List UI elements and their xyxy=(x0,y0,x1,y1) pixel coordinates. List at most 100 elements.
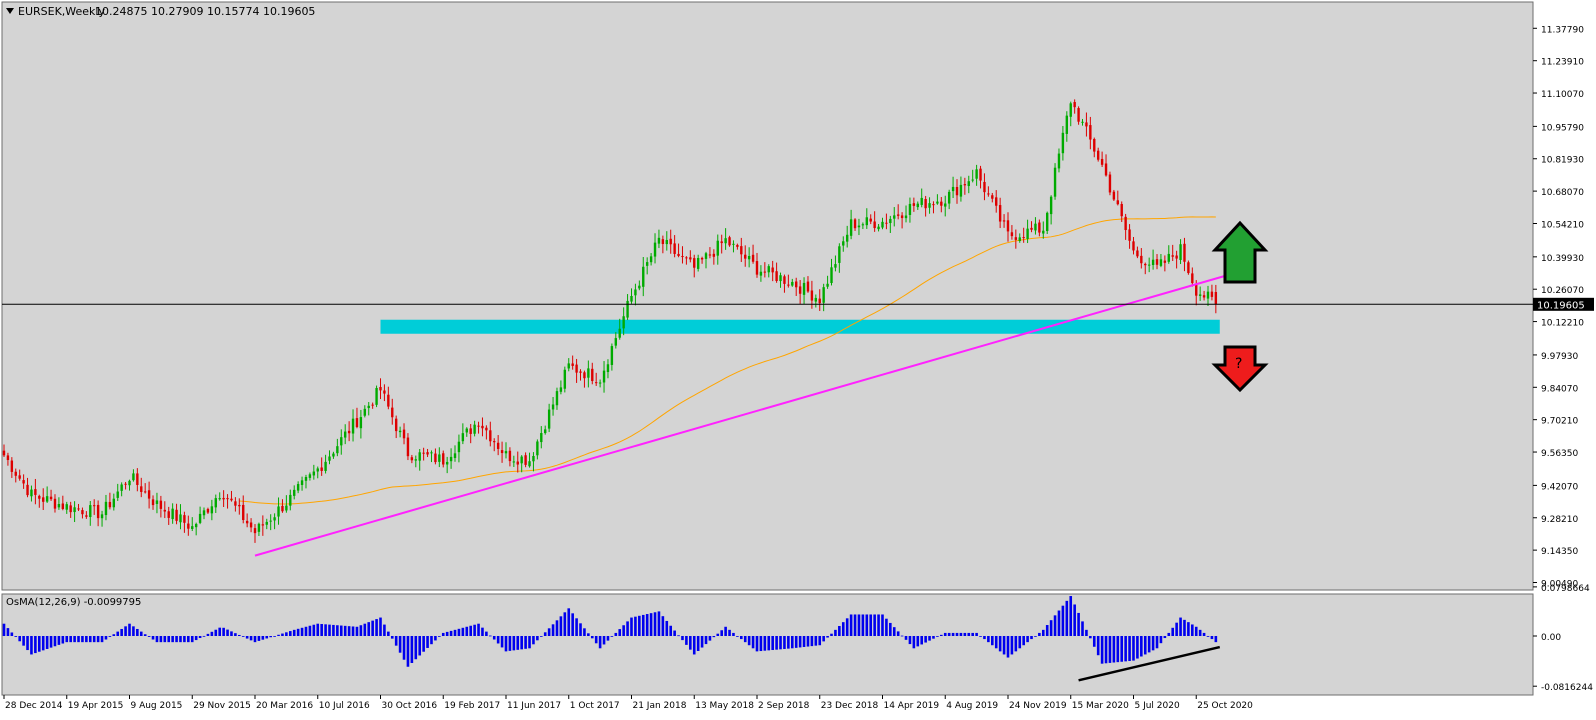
osma-bar xyxy=(606,636,610,641)
osma-bar xyxy=(528,636,531,649)
candle-body xyxy=(245,520,249,524)
osma-bar xyxy=(1120,636,1124,662)
osma-bar xyxy=(775,636,778,650)
osma-bar xyxy=(496,636,500,644)
symbol-dropdown-icon[interactable] xyxy=(6,8,14,14)
osma-bar xyxy=(108,636,112,637)
question-mark-label: ? xyxy=(1235,356,1242,372)
candle-body xyxy=(1018,237,1021,241)
candle-body xyxy=(426,452,429,455)
price-axis-label: 10.95790 xyxy=(1541,123,1584,133)
candle-body xyxy=(477,425,480,427)
osma-bar xyxy=(861,614,865,636)
candle-body xyxy=(1163,260,1167,263)
osma-bar xyxy=(288,631,292,636)
osma-bar xyxy=(265,636,269,639)
osma-bar xyxy=(575,618,578,636)
osma-bar xyxy=(818,636,822,646)
price-chart-pane[interactable] xyxy=(1,1,1534,591)
osma-bar xyxy=(1092,636,1096,647)
candle-body xyxy=(238,504,241,507)
price-axis: 11.37790 11.23910 11.10070 10.95790 10.81930… xyxy=(1533,25,1584,590)
candle-body xyxy=(434,453,437,463)
candle-body xyxy=(1147,264,1151,266)
osma-bar xyxy=(269,636,272,638)
osma-bar xyxy=(747,636,751,646)
candle-body xyxy=(795,281,798,288)
candle-body xyxy=(904,215,908,219)
osma-label: OsMA(12,26,9) -0.0099795 xyxy=(6,597,141,608)
candle-body xyxy=(175,509,178,521)
candle-body xyxy=(575,364,578,373)
osma-bar xyxy=(767,636,771,651)
osma-bar xyxy=(300,627,304,636)
candle-body xyxy=(1214,291,1218,305)
candle-body xyxy=(430,452,433,454)
osma-bar xyxy=(434,636,437,641)
osma-bar xyxy=(700,636,704,648)
candle-body xyxy=(1167,253,1170,262)
candle-body xyxy=(885,222,888,224)
osma-bar xyxy=(1010,636,1014,655)
candle-body xyxy=(155,500,159,504)
candle-body xyxy=(728,237,731,246)
time-axis-label: 25 Oct 2020 xyxy=(1197,701,1253,711)
candle-body xyxy=(1038,222,1041,233)
candle-body xyxy=(1151,259,1155,266)
osma-bar xyxy=(1198,629,1202,636)
osma-bar xyxy=(877,614,880,636)
candle-body xyxy=(112,498,116,508)
osma-bar xyxy=(304,626,308,636)
time-axis: 28 Dec 2014 19 Apr 2015 9 Aug 2015 29 Nov 2… xyxy=(3,695,1253,711)
candle-body xyxy=(645,262,649,266)
candle-body xyxy=(167,511,170,518)
osma-bar xyxy=(645,614,649,636)
osma-bar xyxy=(928,636,931,641)
osma-bar xyxy=(885,618,888,636)
osma-bar xyxy=(551,624,555,636)
osma-bar xyxy=(1081,621,1084,636)
candle-body xyxy=(132,473,135,481)
osma-bar xyxy=(720,630,723,636)
candle-body xyxy=(398,430,402,433)
candle-body xyxy=(583,372,586,379)
osma-bar xyxy=(124,626,127,636)
osma-bar xyxy=(983,636,986,640)
osma-bar xyxy=(598,636,602,649)
osma-bar xyxy=(30,636,33,655)
osma-bar xyxy=(73,636,76,643)
candle-body xyxy=(1049,196,1053,215)
osma-bar xyxy=(889,622,892,636)
ascending-trendline xyxy=(254,267,1252,557)
candle-body xyxy=(500,450,504,454)
osma-bar xyxy=(967,632,971,636)
osma-bar xyxy=(65,636,69,643)
moving-average-line xyxy=(239,216,1216,505)
osma-bar xyxy=(912,636,916,649)
osma-bar xyxy=(743,636,747,643)
osma-bar xyxy=(830,633,833,636)
candle-body xyxy=(1136,250,1139,257)
candles-layer xyxy=(2,99,1218,543)
candle-body xyxy=(634,289,637,296)
osma-bar xyxy=(920,636,924,645)
candle-body xyxy=(1187,262,1190,274)
osma-bar xyxy=(696,636,700,651)
candle-body xyxy=(96,504,100,519)
osma-bar xyxy=(387,631,390,636)
osma-bar xyxy=(951,632,955,636)
candle-body xyxy=(665,240,668,245)
osma-bar xyxy=(971,632,974,636)
candle-body xyxy=(387,394,390,407)
osma-bar xyxy=(167,636,171,643)
candle-body xyxy=(73,507,76,513)
candle-body xyxy=(1042,230,1045,234)
candle-body xyxy=(304,476,308,481)
osma-bar xyxy=(1187,622,1190,636)
candle-body xyxy=(951,186,955,192)
osma-bar xyxy=(339,625,343,636)
candle-body xyxy=(308,474,312,478)
candle-body xyxy=(712,253,716,257)
candle-body xyxy=(469,428,472,434)
up-arrow-icon xyxy=(1211,220,1269,284)
